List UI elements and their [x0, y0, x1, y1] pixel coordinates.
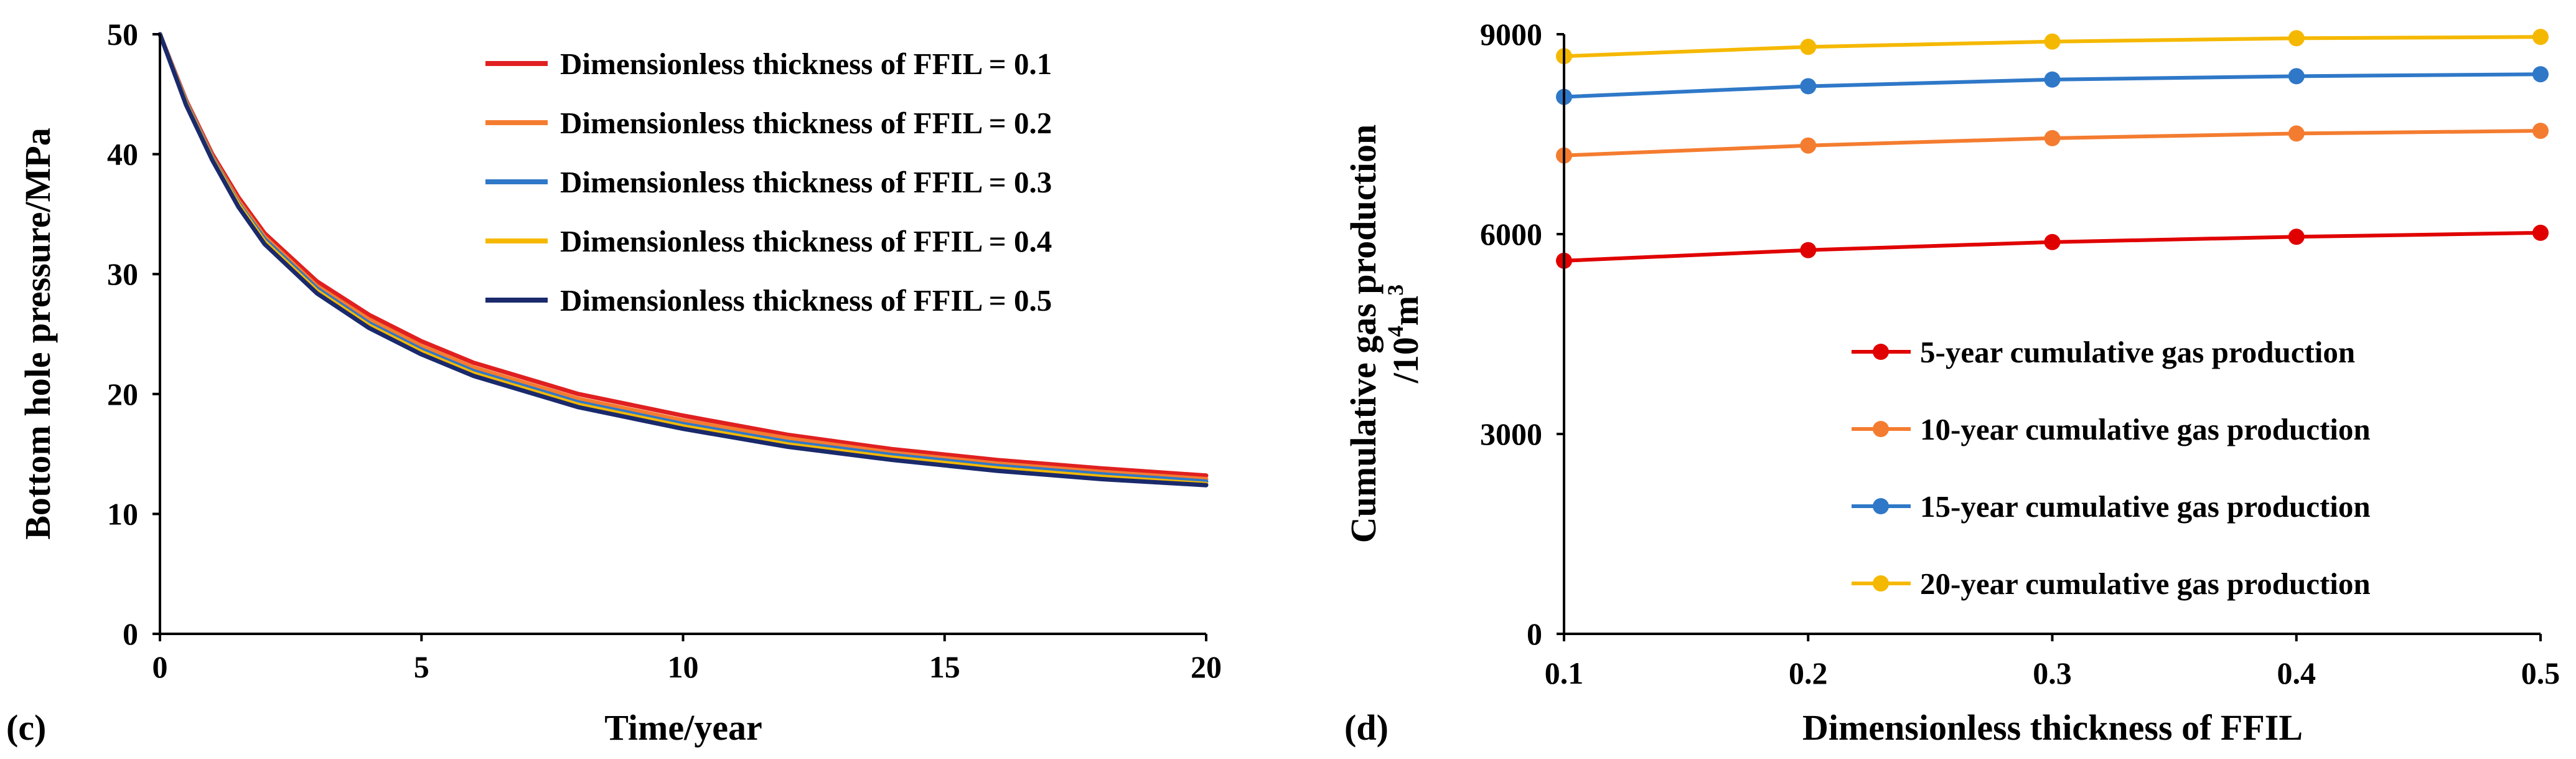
- panel-d-series-4-point: [2532, 29, 2549, 45]
- panel-d-x-tick-label: 0.3: [2033, 656, 2072, 691]
- panel-d-series-3-point: [1800, 78, 1817, 95]
- panel-c-x-tick-label: 0: [152, 649, 168, 684]
- panel-c-xlabel: Time/year: [604, 707, 762, 748]
- panel-c-x-tick-label: 15: [929, 649, 960, 684]
- panel-d-x-tick-label: 0.5: [2521, 656, 2560, 691]
- panel-c-y-tick-label: 50: [107, 17, 138, 52]
- panel-d-legend: 5-year cumulative gas production 10-year …: [1852, 335, 2371, 601]
- panel-d-ylabel-unit-exp2: 3: [1383, 285, 1408, 296]
- panel-d-ylabel-unit-exp1: 4: [1383, 326, 1408, 337]
- panel-d-xlabel: Dimensionless thickness of FFIL: [1802, 707, 2303, 748]
- panel-c-y-tick-label: 10: [107, 496, 138, 531]
- panel-d: 0.1 0.2 0.3 0.4 0.5 0 3000 6000 9000 Dimensionl…: [1343, 17, 2560, 748]
- panel-d-series-1-point: [2288, 229, 2305, 245]
- panel-c-x-tick-label: 10: [668, 649, 699, 684]
- panel-d-series-3-point: [2288, 68, 2305, 85]
- panel-d-x-tick-label: 0.2: [1789, 656, 1828, 691]
- panel-d-series-2-point: [2288, 125, 2305, 142]
- panel-d-series-1-point: [2532, 224, 2549, 241]
- panel-d-label: (d): [1344, 707, 1389, 748]
- panel-c-legend-label-1: Dimensionless thickness of FFIL = 0.1: [560, 47, 1052, 81]
- panel-c-x-tick-label: 20: [1191, 649, 1222, 684]
- panel-d-y-tick-label: 0: [1527, 616, 1542, 651]
- panel-d-series-1-point: [2044, 233, 2061, 250]
- panel-c-legend-label-5: Dimensionless thickness of FFIL = 0.5: [560, 283, 1052, 318]
- panel-d-legend-marker-4: [1873, 575, 1889, 592]
- panel-c-ylabel: Bottom hole pressure/MPa: [17, 128, 58, 540]
- panel-c-x-ticks: 0 5 10 15 20: [152, 634, 1222, 684]
- panel-c-y-ticks: 0 10 20 30 40 50: [107, 17, 160, 651]
- panel-d-series-2-point: [2532, 123, 2549, 139]
- panel-c: 0 5 10 15 20 0 10 20 30 40 50 Time/year Bottom ho…: [6, 17, 1222, 748]
- panel-c-series-group: [157, 32, 1209, 488]
- panel-d-x-tick-label: 0.4: [2277, 656, 2316, 691]
- panel-c-y-tick-label: 20: [107, 377, 138, 412]
- panel-c-legend-label-3: Dimensionless thickness of FFIL = 0.3: [560, 165, 1052, 199]
- panel-d-series-2-point: [1800, 137, 1817, 154]
- panel-c-label: (c): [6, 707, 46, 748]
- panel-d-ylabel: Cumulative gas production /104m3: [1343, 125, 1426, 543]
- panel-d-legend-label-4: 20-year cumulative gas production: [1920, 567, 2371, 601]
- panel-d-series-group: [1556, 29, 2549, 269]
- panel-c-y-tick-label: 30: [107, 257, 138, 291]
- panel-c-x-tick-label: 5: [414, 649, 429, 684]
- panel-d-series-4-point: [1800, 39, 1817, 55]
- panel-d-series-3-point: [2044, 71, 2061, 88]
- panel-d-ylabel-line2: /104m3: [1383, 285, 1426, 384]
- panel-d-legend-label-3: 15-year cumulative gas production: [1920, 489, 2371, 524]
- panel-d-y-ticks: 0 3000 6000 9000: [1480, 17, 1564, 651]
- panel-d-legend-marker-2: [1873, 421, 1889, 437]
- panel-d-series-4-point: [2044, 33, 2061, 50]
- panel-d-series-4-point: [2288, 30, 2305, 47]
- panel-d-y-tick-label: 6000: [1480, 217, 1542, 252]
- panel-d-ylabel-unit-m: m: [1385, 296, 1426, 326]
- panel-d-ylabel-unit-base: /10: [1385, 337, 1426, 384]
- panel-c-legend: Dimensionless thickness of FFIL = 0.1 Dim…: [485, 47, 1052, 318]
- panel-d-y-tick-label: 3000: [1480, 417, 1542, 451]
- panel-d-series-2-point: [2044, 130, 2061, 146]
- panel-d-series-3-point: [2532, 66, 2549, 83]
- panel-d-y-tick-label: 9000: [1480, 17, 1542, 52]
- panel-c-y-tick-label: 40: [107, 137, 138, 172]
- panel-d-legend-label-2: 10-year cumulative gas production: [1920, 412, 2371, 446]
- panel-d-legend-label-1: 5-year cumulative gas production: [1920, 335, 2355, 369]
- panel-d-x-ticks: 0.1 0.2 0.3 0.4 0.5: [1545, 634, 2560, 691]
- panel-d-ylabel-line1: Cumulative gas production: [1343, 125, 1384, 543]
- panel-c-legend-label-2: Dimensionless thickness of FFIL = 0.2: [560, 106, 1052, 140]
- panel-c-y-tick-label: 0: [123, 616, 138, 651]
- panel-c-legend-label-4: Dimensionless thickness of FFIL = 0.4: [560, 224, 1052, 258]
- panel-d-legend-marker-1: [1873, 344, 1889, 360]
- panel-d-series-1-point: [1800, 242, 1817, 258]
- panel-d-legend-marker-3: [1873, 498, 1889, 514]
- panel-d-x-tick-label: 0.1: [1545, 656, 1584, 691]
- panel-c-series-line-5: [157, 32, 1209, 488]
